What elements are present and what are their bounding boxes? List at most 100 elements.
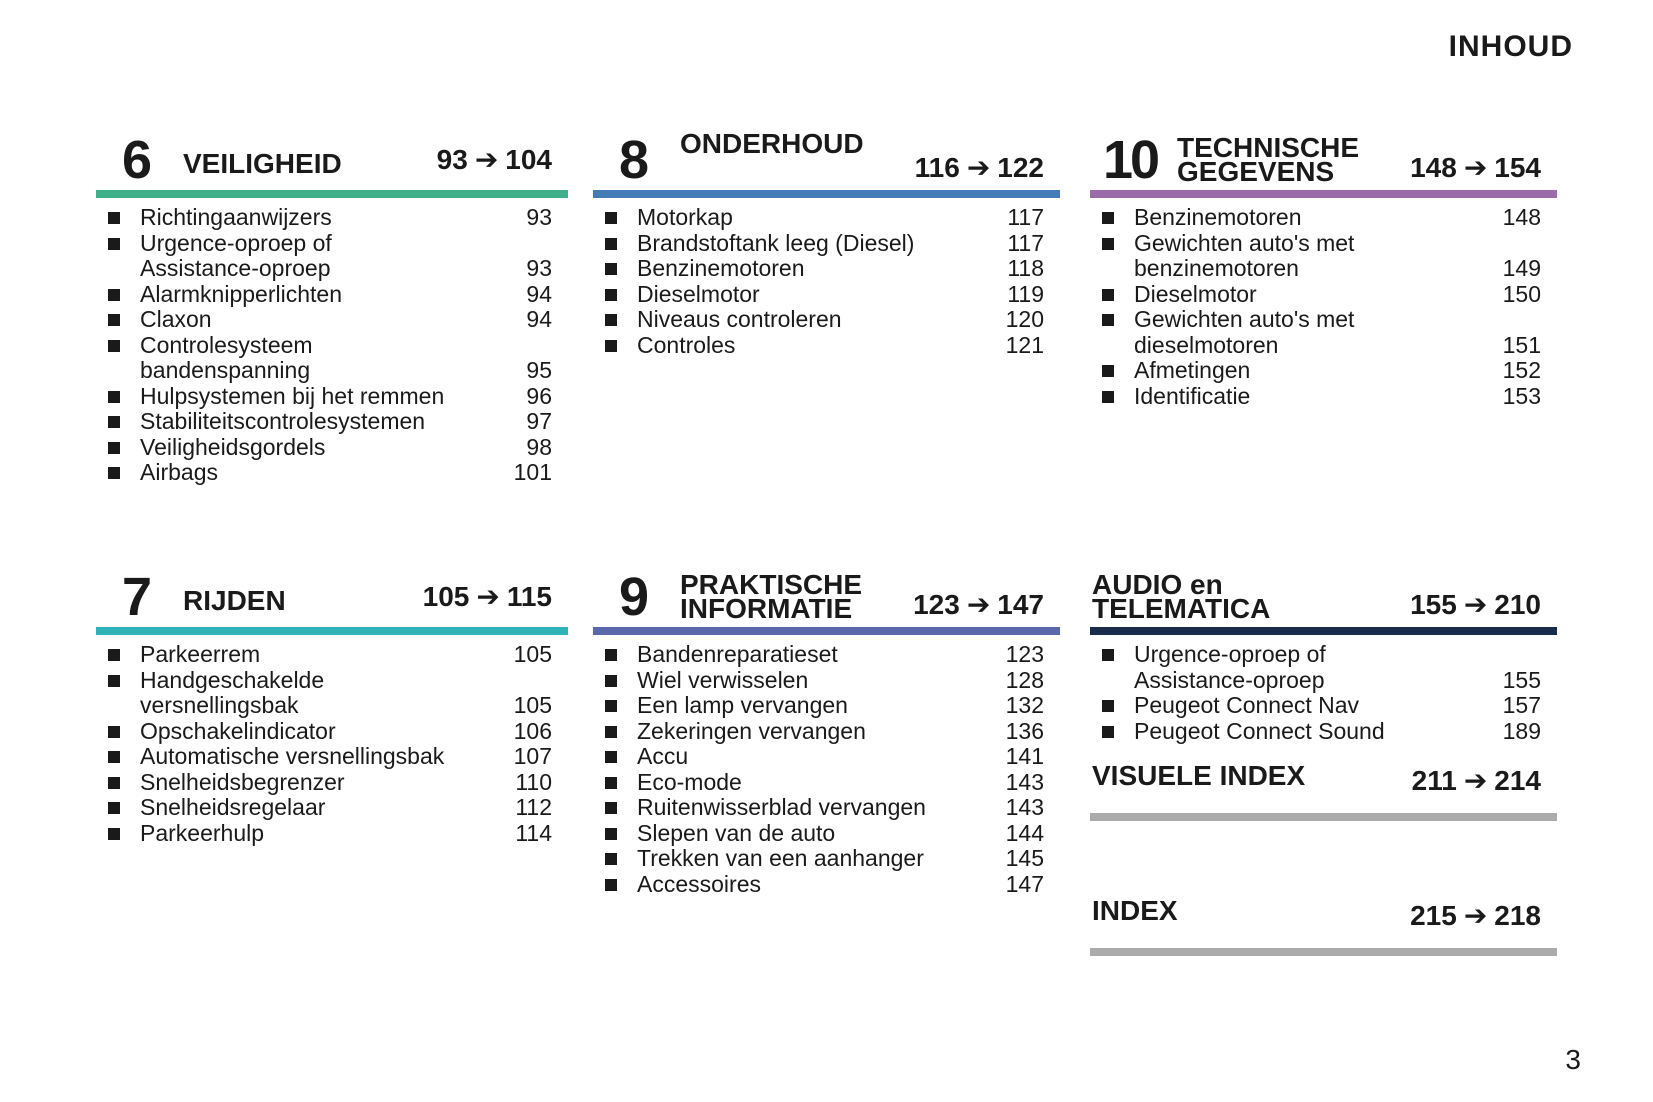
bullet-square-icon <box>605 751 617 763</box>
toc-entry: Benzinemotoren 148 <box>1090 204 1541 231</box>
toc-entry: Trekken van een aanhanger 145 <box>593 845 1044 872</box>
toc-entry: Claxon 94 <box>96 306 552 333</box>
toc-entry-label: Motorkap <box>637 204 733 230</box>
section-items: Urgence-oproep of Assistance-oproep 155 P… <box>1090 641 1557 744</box>
toc-entry-page: 93 <box>526 204 552 230</box>
toc-entry: Niveaus controleren 120 <box>593 306 1044 333</box>
toc-entry: Urgence-oproep of Assistance-oproep 93 <box>96 230 552 282</box>
toc-entry-label: Airbags <box>140 459 218 485</box>
section-heading: INDEX 215 ➔ 218 <box>1090 897 1557 932</box>
section-heading: AUDIO en TELEMATICA 155 ➔ 210 <box>1090 565 1557 627</box>
bullet-square-icon <box>108 776 120 789</box>
section-items: Parkeerrem 105 Handgeschakelde versnellin… <box>96 641 568 847</box>
range-from: 116 <box>914 152 960 183</box>
toc-entry-label: Controlesysteem bandenspanning <box>140 331 313 383</box>
toc-entry-page: 121 <box>1005 331 1044 358</box>
section-heading: 6 VEILIGHEID 93 ➔ 104 <box>96 128 568 190</box>
section-number: 8 <box>619 130 649 190</box>
toc-entry-page: 93 <box>526 255 552 281</box>
range-from: 155 <box>1410 589 1457 620</box>
section-divider-bar <box>1090 813 1557 821</box>
toc-entry-page: 143 <box>1005 794 1044 820</box>
section-number: 7 <box>122 567 152 627</box>
section-rijden: 7 RIJDEN 105 ➔ 115 Parkeerrem 105 Handgesch… <box>96 565 568 846</box>
bullet-square-icon <box>605 212 617 224</box>
bullet-square-icon <box>108 288 120 301</box>
section-items: Richtingaanwijzers 93 Urgence-oproep of A… <box>96 204 568 486</box>
toc-entry-page: 150 <box>1502 280 1541 307</box>
toc-entry-label: Controles <box>637 331 736 358</box>
section-items: Bandenreparatieset 123 Wiel verwisselen 12… <box>593 641 1060 897</box>
range-from: 215 <box>1410 900 1457 931</box>
section-heading: 10 TECHNISCHE GEGEVENS 148 ➔ 154 <box>1090 128 1557 190</box>
bullet-square-icon <box>108 802 120 814</box>
toc-entry-page: 155 <box>1502 666 1541 693</box>
toc-entry: Parkeerhulp 114 <box>96 820 552 847</box>
section-visuele-index: VISUELE INDEX 211 ➔ 214 <box>1090 762 1557 821</box>
toc-entry-page: 136 <box>1005 717 1044 744</box>
bullet-square-icon <box>108 827 120 840</box>
arrow-right-icon: ➔ <box>476 581 500 612</box>
toc-entry-page: 157 <box>1502 692 1541 718</box>
toc-entry-page: 144 <box>1005 819 1044 846</box>
range-from: 123 <box>913 589 960 620</box>
range-to: 218 <box>1494 900 1541 931</box>
toc-entry-page: 117 <box>1007 229 1044 256</box>
toc-entry-label: Bandenreparatieset <box>637 641 838 667</box>
section-page-range: 116 ➔ 122 <box>915 151 1044 184</box>
toc-entry: Ruitenwisserblad vervangen 143 <box>593 794 1044 821</box>
toc-entry-label: Alarmknipperlichten <box>140 280 342 307</box>
bullet-square-icon <box>605 802 617 814</box>
toc-entry: Gewichten auto's met benzinemotoren 149 <box>1090 230 1541 282</box>
section-title: PRAKTISCHE INFORMATIE <box>680 569 863 624</box>
toc-entry: Automatische versnellingsbak 107 <box>96 743 552 770</box>
toc-entry-page: 105 <box>513 641 552 667</box>
toc-entry: Snelheidsbegrenzer 110 <box>96 768 552 796</box>
toc-entry-label: Veiligheidsgordels <box>140 433 326 460</box>
toc-entry-label: Claxon <box>140 306 212 332</box>
toc-entry: Motorkap 117 <box>593 204 1044 231</box>
bullet-square-icon <box>108 416 120 428</box>
toc-entry: Brandstoftank leeg (Diesel) 117 <box>593 229 1044 257</box>
toc-entry-label: Niveaus controleren <box>637 306 842 332</box>
toc-entry: Opschakelindicator 106 <box>96 717 552 745</box>
bullet-square-icon <box>605 314 617 326</box>
section-heading: VISUELE INDEX 211 ➔ 214 <box>1090 762 1557 797</box>
bullet-square-icon <box>108 390 120 403</box>
toc-entry-page: 149 <box>1502 255 1541 281</box>
section-accent-bar <box>593 627 1060 635</box>
toc-entry-label: Snelheidsbegrenzer <box>140 768 345 795</box>
toc-entry-page: 147 <box>1005 870 1044 897</box>
toc-entry-label: Accessoires <box>637 870 761 897</box>
toc-entry-page: 132 <box>1005 692 1044 718</box>
section-title: TECHNISCHE GEGEVENS <box>1177 132 1360 187</box>
arrow-right-icon: ➔ <box>474 144 499 175</box>
toc-entry-page: 152 <box>1502 357 1541 383</box>
toc-entry-page: 94 <box>526 306 552 332</box>
range-to: 210 <box>1494 589 1541 620</box>
bullet-square-icon <box>108 314 120 326</box>
toc-entry-label: Afmetingen <box>1134 357 1251 383</box>
arrow-right-icon: ➔ <box>966 152 991 183</box>
bullet-square-icon <box>108 674 120 687</box>
section-accent-bar <box>1090 627 1557 635</box>
section-index: INDEX 215 ➔ 218 <box>1090 897 1557 956</box>
toc-entry: Gewichten auto's met dieselmotoren 151 <box>1090 306 1541 358</box>
toc-entry-label: Dieselmotor <box>637 280 760 307</box>
toc-entry-page: 105 <box>513 692 552 718</box>
page-title: INHOUD <box>1448 30 1573 63</box>
section-page-range: 148 ➔ 154 <box>1410 151 1541 184</box>
section-accent-bar <box>1090 190 1557 198</box>
toc-entry-label: Opschakelindicator <box>140 717 336 744</box>
bullet-square-icon <box>605 263 617 275</box>
bullet-square-icon <box>1102 288 1114 301</box>
section-onderhoud: 8 ONDERHOUD 116 ➔ 122 Motorkap 117 Brandsto… <box>593 128 1060 358</box>
section-accent-bar <box>96 190 568 198</box>
bullet-square-icon <box>605 776 617 789</box>
toc-entry-label: Slepen van de auto <box>637 819 836 846</box>
toc-entry: Benzinemotoren 118 <box>593 255 1044 282</box>
range-to: 214 <box>1494 765 1541 796</box>
bullet-square-icon <box>605 853 617 865</box>
bullet-square-icon <box>1102 314 1114 326</box>
toc-entry-label: Automatische versnellingsbak <box>140 743 445 769</box>
